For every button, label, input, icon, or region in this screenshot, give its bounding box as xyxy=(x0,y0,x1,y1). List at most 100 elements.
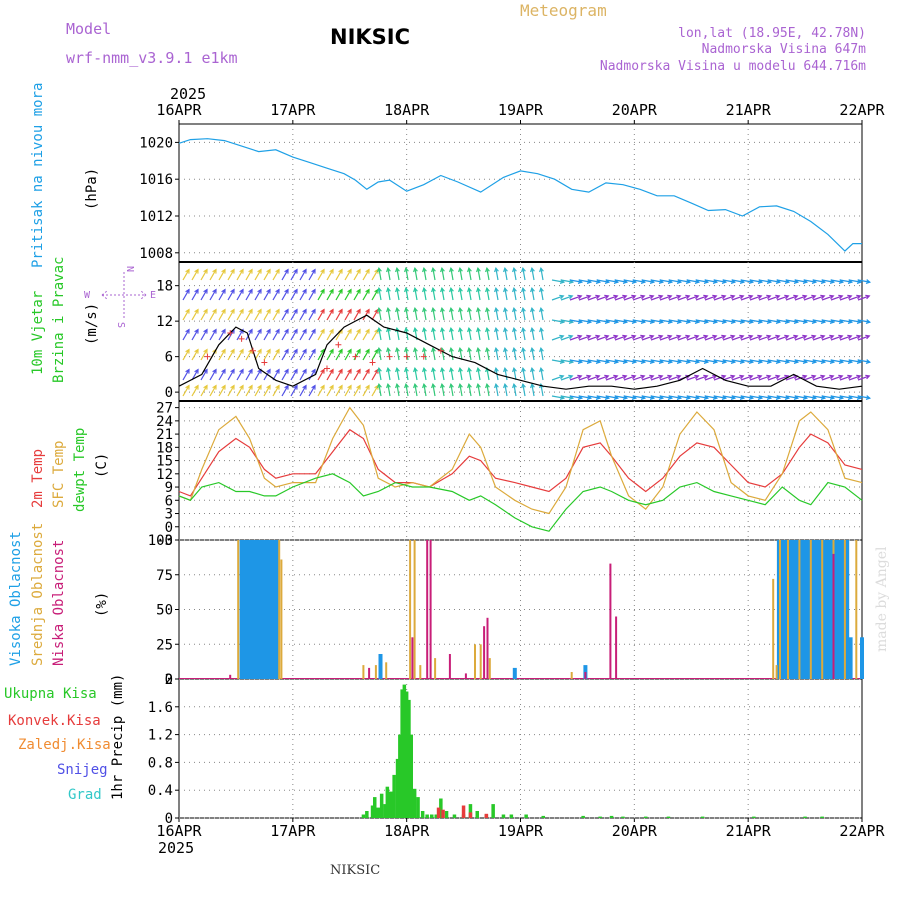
wind-arrow xyxy=(317,289,325,301)
wind-arrow xyxy=(344,369,352,381)
wind-arrow xyxy=(686,375,699,381)
wind-arrow xyxy=(396,288,400,301)
gust-marker xyxy=(204,353,211,360)
temp-unit: (C) xyxy=(94,453,110,478)
wind-arrow-head xyxy=(865,294,871,300)
wind-arrow xyxy=(776,335,789,341)
wind-arrow xyxy=(378,288,382,301)
cloud-mid-bar xyxy=(775,665,778,679)
wind-arrow-head xyxy=(212,268,217,274)
wind-arrow-head xyxy=(485,286,490,293)
wind-arrow xyxy=(749,359,762,363)
wind-arrow xyxy=(335,309,343,321)
wind-arrow xyxy=(722,279,735,283)
wind-arrow-head xyxy=(230,268,235,274)
wind-arrow-head xyxy=(203,308,208,314)
wind-arrow-head xyxy=(512,286,517,293)
wind-arrow-head xyxy=(194,348,199,354)
precip-convective-bar xyxy=(484,813,489,818)
wind-arrow xyxy=(200,269,208,281)
wind-arrow-head xyxy=(775,334,781,340)
precip-label-1: Ukupna Kisa xyxy=(4,686,97,702)
wind-arrow xyxy=(191,309,199,321)
wind-arrow-head xyxy=(356,268,361,274)
wind-arrow xyxy=(254,369,262,381)
wind-arrow xyxy=(857,395,870,399)
wind-arrow xyxy=(686,319,699,323)
wind-arrow-head xyxy=(568,374,574,380)
wind-arrow-head xyxy=(449,382,454,389)
wind-arrow xyxy=(614,375,627,381)
cloud-mid-bar xyxy=(413,540,416,679)
wind-arrow-head xyxy=(539,326,544,333)
wind-arrow xyxy=(722,319,735,323)
wind-arrow xyxy=(353,269,361,281)
wind-arrow xyxy=(245,289,253,301)
wind-arrow xyxy=(848,395,861,399)
precip-convective-bar xyxy=(436,807,441,818)
wind-arrow xyxy=(686,359,699,363)
y-tick-label-temperature: 9 xyxy=(165,480,173,496)
wind-arrow xyxy=(513,308,517,321)
precip-total-bar xyxy=(644,816,648,818)
wind-arrow-head xyxy=(422,326,427,333)
wind-arrow xyxy=(551,279,564,283)
wind-arrow-head xyxy=(530,346,535,353)
wind-arrow xyxy=(812,395,825,399)
wind-arrow-head xyxy=(413,326,418,333)
wind-arrow-head xyxy=(221,328,226,334)
wind-arrow xyxy=(450,288,454,301)
wind-arrow xyxy=(353,329,361,341)
y-tick-label-temperature: -3 xyxy=(156,533,173,549)
wind-arrow-head xyxy=(494,366,499,373)
wind-arrow xyxy=(468,268,472,281)
wind-arrow xyxy=(308,289,316,301)
wind-arrow xyxy=(450,328,454,341)
wind-arrow-head xyxy=(440,326,445,333)
wind-arrow xyxy=(263,269,271,281)
wind-arrow xyxy=(378,308,382,321)
wind-arrow xyxy=(272,369,280,381)
wind-arrow xyxy=(423,368,427,381)
cloud-high-bar xyxy=(276,540,280,679)
wind-arrow-head xyxy=(811,374,817,380)
wind-arrow xyxy=(578,279,591,283)
wind-arrow xyxy=(335,329,343,341)
cloud-low-bar xyxy=(229,674,232,679)
wind-arrow xyxy=(371,369,379,381)
wind-arrow-head xyxy=(302,348,307,354)
wind-arrow-head xyxy=(530,286,535,293)
wind-arrow xyxy=(848,295,861,301)
wind-arrow xyxy=(387,288,391,301)
wind-arrow xyxy=(857,319,870,323)
wind-arrow xyxy=(569,295,582,301)
wind-arrow-head xyxy=(631,294,637,300)
wind-arrow-head xyxy=(230,348,235,354)
wind-arrow xyxy=(821,335,834,341)
wind-arrow xyxy=(405,308,409,321)
wind-arrow xyxy=(794,359,807,363)
wind-arrow-head xyxy=(185,308,190,314)
wind-arrow xyxy=(218,269,226,281)
wind-arrow xyxy=(504,288,508,301)
wind-arrow xyxy=(522,348,526,361)
wind-arrow xyxy=(731,279,744,283)
wind-arrow xyxy=(857,359,870,363)
wind-arrow xyxy=(839,335,852,341)
wind-arrow xyxy=(722,375,735,381)
wind-arrow xyxy=(821,359,834,363)
wind-arrow-head xyxy=(413,366,418,373)
wind-arrow xyxy=(371,349,379,361)
top-time-tick-label: 20APR xyxy=(612,101,658,119)
wind-arrow xyxy=(623,359,636,363)
wind-arrow-head xyxy=(586,374,592,380)
wind-arrow-head xyxy=(293,384,298,390)
cloud-high-bar xyxy=(265,540,270,679)
precip-total-bar xyxy=(361,814,366,818)
wind-arrow-head xyxy=(521,326,526,333)
wind-arrow-head xyxy=(386,382,391,389)
wind-arrow xyxy=(326,269,334,281)
wind-arrow xyxy=(245,309,253,321)
cloud-low-bar xyxy=(609,563,612,679)
wind-arrow xyxy=(326,289,334,301)
